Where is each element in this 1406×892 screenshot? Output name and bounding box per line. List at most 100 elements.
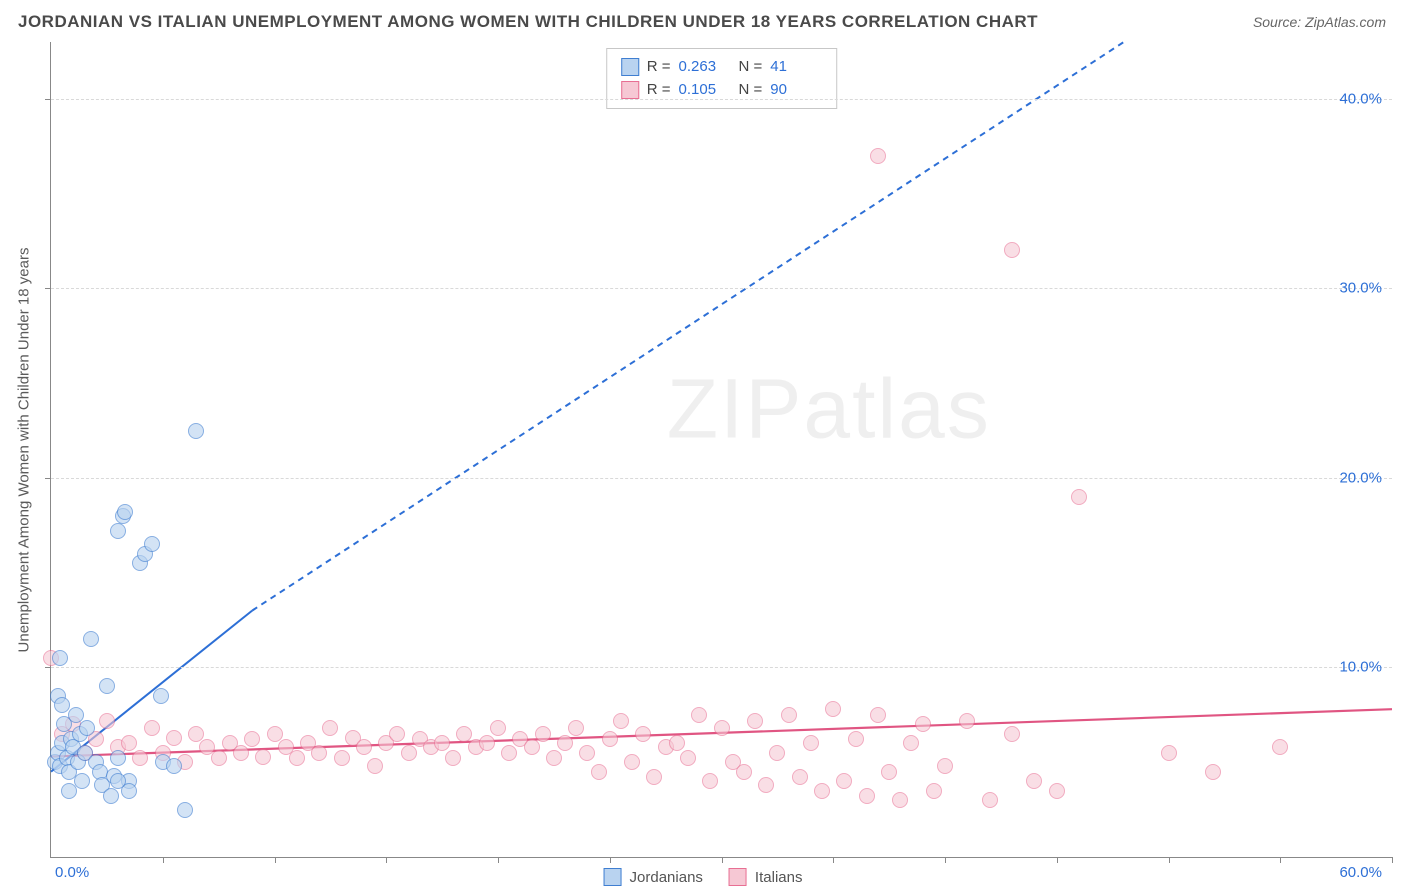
data-point — [646, 769, 662, 785]
swatch-italians-icon — [621, 81, 639, 99]
data-point — [255, 749, 271, 765]
data-point — [166, 758, 182, 774]
data-point — [54, 697, 70, 713]
data-point — [117, 504, 133, 520]
x-tick-mark — [163, 857, 164, 863]
legend-label-jordanians: Jordanians — [630, 869, 703, 886]
y-tick-mark — [45, 667, 51, 668]
gridline — [51, 99, 1392, 100]
data-point — [490, 720, 506, 736]
data-point — [915, 716, 931, 732]
data-point — [52, 650, 68, 666]
data-point — [110, 773, 126, 789]
data-point — [401, 745, 417, 761]
data-point — [635, 726, 651, 742]
data-point — [579, 745, 595, 761]
data-point — [367, 758, 383, 774]
swatch-italians-icon — [729, 868, 747, 886]
data-point — [769, 745, 785, 761]
data-point — [859, 788, 875, 804]
data-point — [83, 631, 99, 647]
y-tick-mark — [45, 478, 51, 479]
data-point — [99, 713, 115, 729]
swatch-jordanians-icon — [621, 58, 639, 76]
x-tick-mark — [722, 857, 723, 863]
data-point — [881, 764, 897, 780]
data-point — [825, 701, 841, 717]
y-axis-label: Unemployment Among Women with Children U… — [16, 248, 33, 653]
data-point — [602, 731, 618, 747]
data-point — [501, 745, 517, 761]
x-tick-mark — [610, 857, 611, 863]
x-tick-mark — [1280, 857, 1281, 863]
data-point — [456, 726, 472, 742]
x-tick-mark — [1392, 857, 1393, 863]
data-point — [803, 735, 819, 751]
data-point — [959, 713, 975, 729]
x-tick-mark — [945, 857, 946, 863]
x-tick-mark — [1057, 857, 1058, 863]
data-point — [814, 783, 830, 799]
legend-label-italians: Italians — [755, 869, 803, 886]
legend-item-jordanians: Jordanians — [604, 868, 703, 886]
x-tick-mark — [386, 857, 387, 863]
data-point — [61, 783, 77, 799]
data-point — [311, 745, 327, 761]
stat-n-value-jordanians: 41 — [770, 55, 822, 78]
chart-title: JORDANIAN VS ITALIAN UNEMPLOYMENT AMONG … — [18, 12, 1038, 32]
y-tick-label: 20.0% — [1339, 469, 1382, 486]
data-point — [535, 726, 551, 742]
data-point — [937, 758, 953, 774]
watermark-text: ZIPatlas — [667, 360, 991, 457]
data-point — [479, 735, 495, 751]
data-point — [334, 750, 350, 766]
data-point — [153, 688, 169, 704]
gridline — [51, 478, 1392, 479]
x-axis-max-label: 60.0% — [1339, 864, 1382, 881]
data-point — [982, 792, 998, 808]
data-point — [624, 754, 640, 770]
data-point — [747, 713, 763, 729]
data-point — [103, 788, 119, 804]
data-point — [926, 783, 942, 799]
data-point — [110, 750, 126, 766]
data-point — [736, 764, 752, 780]
data-point — [188, 726, 204, 742]
data-point — [1004, 726, 1020, 742]
data-point — [1071, 489, 1087, 505]
data-point — [568, 720, 584, 736]
data-point — [233, 745, 249, 761]
data-point — [613, 713, 629, 729]
data-point — [714, 720, 730, 736]
gridline — [51, 667, 1392, 668]
data-point — [144, 720, 160, 736]
source-credit: Source: ZipAtlas.com — [1253, 14, 1386, 30]
y-tick-label: 30.0% — [1339, 280, 1382, 297]
plot-area: ZIPatlas R = 0.263 N = 41 R = 0.105 N = … — [50, 42, 1392, 858]
data-point — [781, 707, 797, 723]
data-point — [1004, 242, 1020, 258]
data-point — [322, 720, 338, 736]
bottom-legend: Jordanians Italians — [604, 868, 803, 886]
data-point — [680, 750, 696, 766]
legend-item-italians: Italians — [729, 868, 803, 886]
plot-area-wrap: Unemployment Among Women with Children U… — [50, 42, 1392, 858]
x-tick-mark — [833, 857, 834, 863]
data-point — [121, 735, 137, 751]
data-point — [68, 707, 84, 723]
data-point — [144, 536, 160, 552]
data-point — [1205, 764, 1221, 780]
stat-r-value-jordanians: 0.263 — [679, 55, 731, 78]
data-point — [870, 148, 886, 164]
data-point — [434, 735, 450, 751]
data-point — [1026, 773, 1042, 789]
data-point — [557, 735, 573, 751]
data-point — [110, 523, 126, 539]
data-point — [691, 707, 707, 723]
data-point — [903, 735, 919, 751]
data-point — [244, 731, 260, 747]
swatch-jordanians-icon — [604, 868, 622, 886]
data-point — [289, 750, 305, 766]
data-point — [870, 707, 886, 723]
x-tick-mark — [498, 857, 499, 863]
